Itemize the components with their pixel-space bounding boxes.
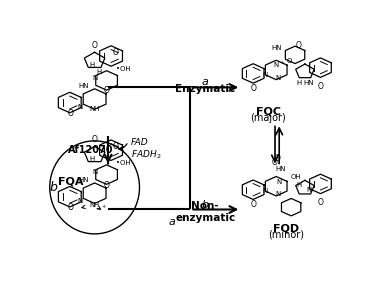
Text: $\mathregular{NH}$: $\mathregular{NH}$: [89, 200, 100, 209]
Text: O: O: [250, 84, 256, 93]
Text: b: b: [50, 181, 58, 194]
Text: O: O: [104, 86, 110, 95]
Text: a: a: [202, 77, 209, 87]
Text: O: O: [67, 203, 73, 212]
Text: (minor): (minor): [268, 229, 304, 239]
Text: N: N: [262, 72, 268, 78]
Text: H: H: [296, 80, 301, 86]
Text: Af12070: Af12070: [68, 145, 113, 155]
Text: O: O: [318, 198, 323, 207]
Text: HN: HN: [78, 177, 89, 183]
Text: N: N: [276, 178, 281, 185]
Text: N: N: [92, 75, 97, 81]
Text: H: H: [97, 69, 102, 75]
Text: O: O: [67, 109, 73, 118]
Text: O: O: [274, 154, 280, 163]
Text: FQC: FQC: [256, 107, 281, 117]
Text: FQA: FQA: [58, 177, 83, 187]
Text: O: O: [113, 48, 119, 57]
Text: HN: HN: [303, 80, 314, 86]
Text: FADH$_2$: FADH$_2$: [130, 149, 161, 161]
Text: (major): (major): [250, 113, 286, 123]
Text: •OH: •OH: [115, 160, 130, 166]
Text: O: O: [286, 58, 292, 64]
Text: Non-
enzymatic: Non- enzymatic: [175, 201, 235, 223]
Text: H: H: [89, 156, 94, 162]
Text: O: O: [113, 142, 119, 151]
Text: O: O: [296, 41, 302, 50]
Text: FAD: FAD: [130, 137, 148, 146]
Text: O: O: [92, 135, 98, 144]
Text: a: a: [169, 217, 176, 227]
Text: FQD: FQD: [273, 223, 299, 233]
Text: HN: HN: [78, 83, 89, 89]
Text: NH: NH: [90, 107, 100, 112]
Text: O: O: [104, 181, 110, 190]
Text: O: O: [92, 41, 98, 50]
Text: H: H: [296, 182, 301, 188]
Text: N: N: [275, 75, 281, 81]
Text: N: N: [77, 104, 82, 110]
Text: O: O: [318, 82, 323, 91]
Text: OH: OH: [291, 174, 301, 180]
Text: N: N: [275, 191, 281, 198]
Text: N$^+$: N$^+$: [273, 60, 284, 70]
Text: O: O: [250, 200, 256, 209]
Text: N: N: [262, 188, 268, 194]
Text: HN: HN: [272, 45, 282, 51]
Text: O: O: [271, 159, 277, 168]
Text: N: N: [306, 187, 312, 193]
Text: $^+$: $^+$: [100, 205, 107, 211]
Text: Enzymatic: Enzymatic: [175, 84, 235, 94]
Text: H: H: [89, 62, 94, 68]
Text: N: N: [92, 169, 97, 175]
Text: b: b: [202, 200, 209, 210]
Text: N: N: [77, 198, 82, 204]
Text: HN: HN: [276, 166, 286, 172]
Text: •OH: •OH: [115, 66, 130, 72]
